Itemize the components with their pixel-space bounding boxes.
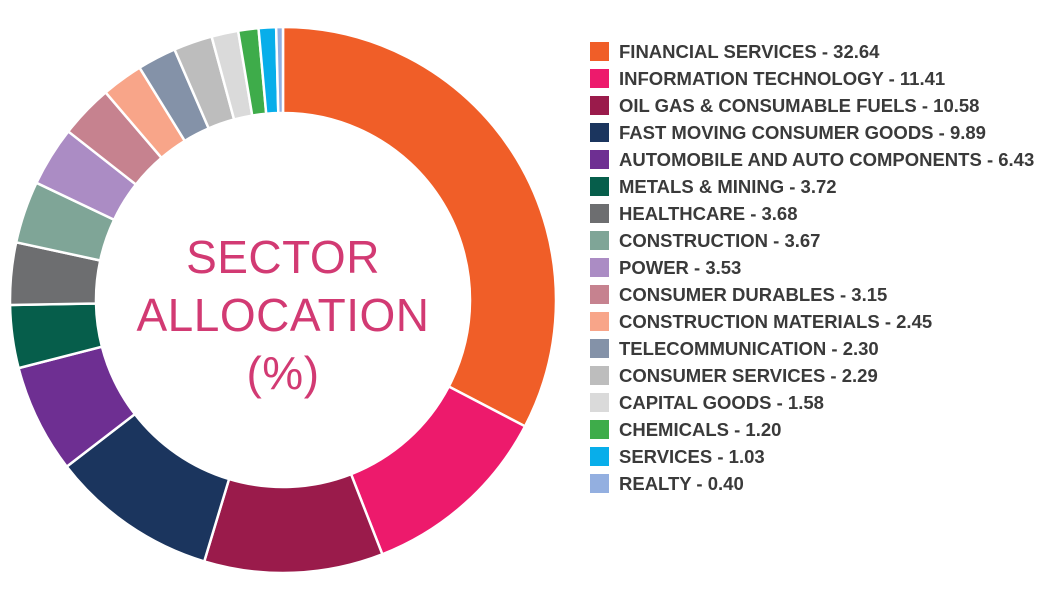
legend-swatch (590, 474, 609, 493)
legend-label: CONSUMER SERVICES - 2.29 (619, 365, 878, 386)
legend-label: FAST MOVING CONSUMER GOODS - 9.89 (619, 122, 986, 143)
legend-swatch (590, 96, 609, 115)
legend-item: HEALTHCARE - 3.68 (590, 200, 1040, 227)
legend-item: CHEMICALS - 1.20 (590, 416, 1040, 443)
center-title-line1: SECTOR (186, 231, 380, 283)
legend-item: OIL GAS & CONSUMABLE FUELS - 10.58 (590, 92, 1040, 119)
legend-item: CONSUMER SERVICES - 2.29 (590, 362, 1040, 389)
donut-slice-17 (274, 25, 285, 115)
legend-label: FINANCIAL SERVICES - 32.64 (619, 41, 880, 62)
legend-item: CONSTRUCTION - 3.67 (590, 227, 1040, 254)
legend-label: AUTOMOBILE AND AUTO COMPONENTS - 6.43 (619, 149, 1035, 170)
legend-item: SERVICES - 1.03 (590, 443, 1040, 470)
legend-swatch (590, 285, 609, 304)
legend-swatch (590, 420, 609, 439)
donut-slice-3 (202, 472, 384, 575)
legend-label: METALS & MINING - 3.72 (619, 176, 837, 197)
legend-item: INFORMATION TECHNOLOGY - 11.41 (590, 65, 1040, 92)
legend-swatch (590, 177, 609, 196)
donut-slice-2 (349, 384, 527, 556)
center-title: SECTOR ALLOCATION (%) (108, 228, 458, 402)
legend-label: CONSTRUCTION MATERIALS - 2.45 (619, 311, 933, 332)
legend-item: POWER - 3.53 (590, 254, 1040, 281)
legend-swatch (590, 447, 609, 466)
legend-swatch (590, 366, 609, 385)
chart-legend: FINANCIAL SERVICES - 32.64 INFORMATION TE… (590, 38, 1040, 497)
legend-swatch (590, 69, 609, 88)
legend-label: CONSTRUCTION - 3.67 (619, 230, 821, 251)
legend-label: POWER - 3.53 (619, 257, 742, 278)
legend-label: CHEMICALS - 1.20 (619, 419, 782, 440)
legend-label: OIL GAS & CONSUMABLE FUELS - 10.58 (619, 95, 980, 116)
legend-label: CONSUMER DURABLES - 3.15 (619, 284, 888, 305)
legend-item: REALTY - 0.40 (590, 470, 1040, 497)
legend-swatch (590, 204, 609, 223)
legend-label: INFORMATION TECHNOLOGY - 11.41 (619, 68, 946, 89)
donut-slice-1 (281, 25, 558, 429)
legend-label: CAPITAL GOODS - 1.58 (619, 392, 824, 413)
sector-donut-chart (8, 25, 558, 575)
legend-swatch (590, 231, 609, 250)
center-title-line2: ALLOCATION (136, 289, 430, 341)
legend-item: FINANCIAL SERVICES - 32.64 (590, 38, 1040, 65)
legend-item: CAPITAL GOODS - 1.58 (590, 389, 1040, 416)
legend-item: CONSTRUCTION MATERIALS - 2.45 (590, 308, 1040, 335)
legend-label: SERVICES - 1.03 (619, 446, 765, 467)
legend-swatch (590, 42, 609, 61)
legend-item: AUTOMOBILE AND AUTO COMPONENTS - 6.43 (590, 146, 1040, 173)
center-title-line3: (%) (246, 347, 320, 399)
legend-swatch (590, 393, 609, 412)
legend-swatch (590, 312, 609, 331)
legend-item: TELECOMMUNICATION - 2.30 (590, 335, 1040, 362)
legend-swatch (590, 150, 609, 169)
legend-swatch (590, 339, 609, 358)
legend-item: CONSUMER DURABLES - 3.15 (590, 281, 1040, 308)
legend-label: HEALTHCARE - 3.68 (619, 203, 798, 224)
legend-item: METALS & MINING - 3.72 (590, 173, 1040, 200)
legend-swatch (590, 123, 609, 142)
legend-label: REALTY - 0.40 (619, 473, 744, 494)
legend-label: TELECOMMUNICATION - 2.30 (619, 338, 879, 359)
legend-item: FAST MOVING CONSUMER GOODS - 9.89 (590, 119, 1040, 146)
legend-swatch (590, 258, 609, 277)
